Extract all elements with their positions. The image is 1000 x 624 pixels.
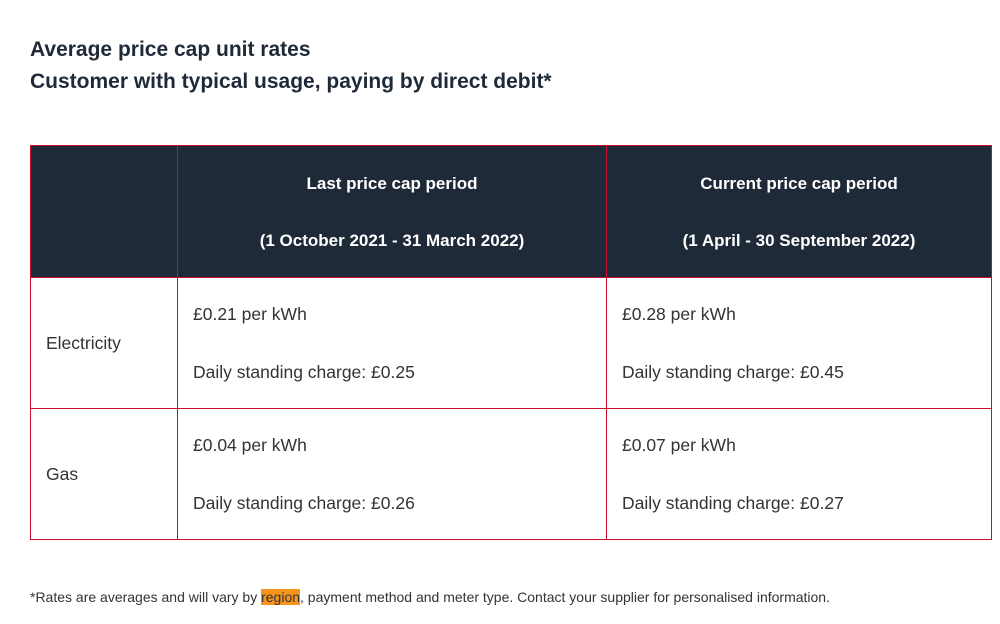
footnote-text: *Rates are averages and will vary by	[30, 589, 262, 605]
row-label: Electricity	[30, 277, 178, 409]
footnote: *Rates are averages and will vary by reg…	[30, 589, 830, 605]
header-line: Last price cap period	[306, 173, 478, 193]
column-header: Current price cap period (1 April - 30 S…	[606, 145, 992, 278]
title-line: Average price cap unit rates	[30, 38, 311, 61]
cell-line: £0.07 per kWh	[622, 435, 736, 455]
cell: £0.28 per kWh Daily standing charge: £0.…	[606, 277, 992, 409]
price-table: Last price cap period (1 October 2021 - …	[30, 145, 992, 540]
cell-line: Daily standing charge: £0.27	[622, 493, 844, 513]
title: Average price cap unit rates Customer wi…	[30, 34, 552, 98]
cell: £0.04 per kWh Daily standing charge: £0.…	[177, 408, 607, 540]
header-line: Current price cap period	[700, 173, 898, 193]
cell: £0.07 per kWh Daily standing charge: £0.…	[606, 408, 992, 540]
cell-line: Daily standing charge: £0.25	[193, 362, 415, 382]
cell-line: £0.21 per kWh	[193, 304, 307, 324]
cell-line: £0.28 per kWh	[622, 304, 736, 324]
header-line: (1 October 2021 - 31 March 2022)	[259, 230, 525, 250]
row-label: Gas	[30, 408, 178, 540]
column-header: Last price cap period (1 October 2021 - …	[177, 145, 607, 278]
cell-line: Daily standing charge: £0.26	[193, 493, 415, 513]
cell-line: Daily standing charge: £0.45	[622, 362, 844, 382]
row: Electricity £0.21 per kWh Daily standing…	[30, 277, 992, 409]
footnote-text: , payment method and meter type. Contact…	[300, 589, 830, 605]
title-line: Customer with typical usage, paying by d…	[30, 70, 552, 93]
corner-cell	[30, 145, 178, 278]
highlighted-link[interactable]: region	[261, 589, 301, 605]
row: Gas £0.04 per kWh Daily standing charge:…	[30, 408, 992, 540]
cell: £0.21 per kWh Daily standing charge: £0.…	[177, 277, 607, 409]
header-row: Last price cap period (1 October 2021 - …	[30, 145, 992, 278]
cell-line: £0.04 per kWh	[193, 435, 307, 455]
header-line: (1 April - 30 September 2022)	[682, 230, 916, 250]
